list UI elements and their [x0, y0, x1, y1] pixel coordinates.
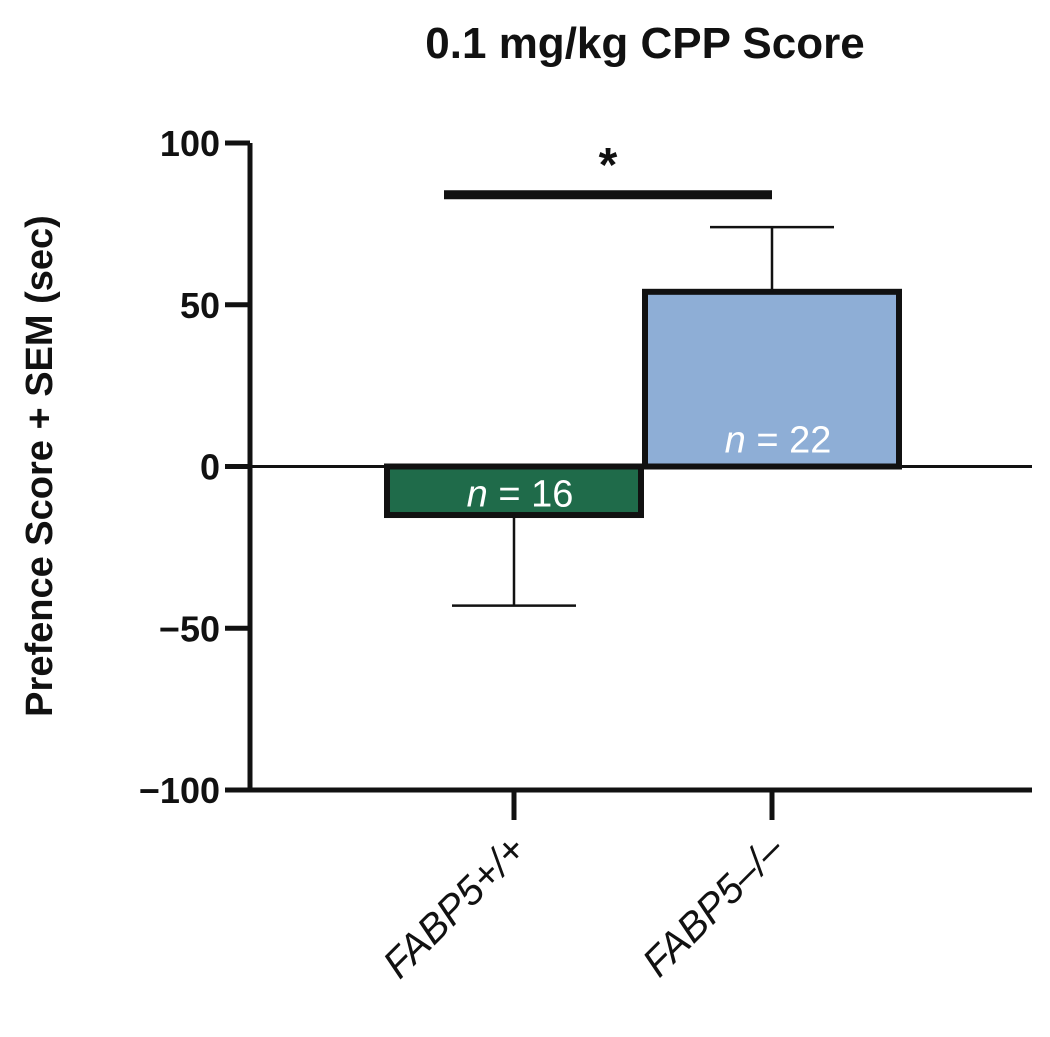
y-tick-label: −100 — [139, 770, 220, 811]
significance-label: * — [599, 139, 618, 192]
y-tick-label: 50 — [180, 285, 220, 326]
y-tick-label: 0 — [200, 447, 220, 488]
n-label: n = 16 — [467, 474, 574, 516]
chart-title: 0.1 mg/kg CPP Score — [425, 19, 864, 68]
y-tick-label: 100 — [160, 123, 220, 164]
x-tick-label: FABP5–/– — [634, 827, 792, 985]
x-tick-label: FABP5+/+ — [375, 827, 535, 987]
n-label: n = 22 — [725, 420, 832, 462]
y-tick-label: −50 — [159, 608, 220, 649]
plot-area: 100 50 0 −50 −100 n = 16 FABP5+/+ n = 22 FABP5–/… — [139, 123, 1032, 987]
y-axis-label: Prefence Score + SEM (sec) — [19, 215, 61, 717]
